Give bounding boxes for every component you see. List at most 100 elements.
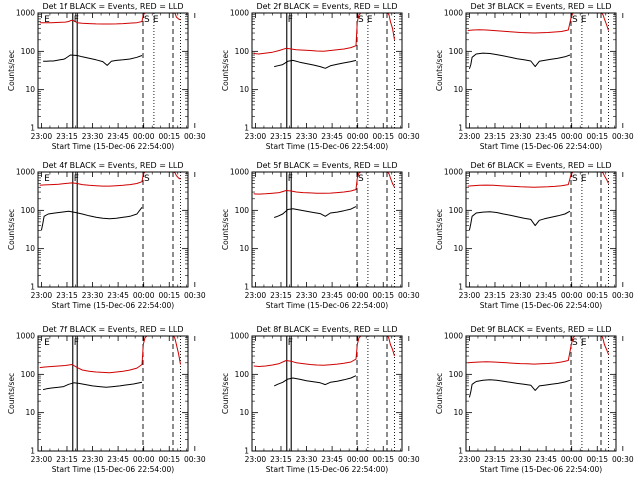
- x-axis-label: Start Time (15-Dec-06 22:54:00): [52, 142, 174, 151]
- y-axis-label: Counts/sec: [221, 373, 230, 414]
- panel-title: Det 8f BLACK = Events, RED = LLD: [256, 325, 397, 334]
- x-tick-label: 00:15: [586, 132, 608, 141]
- event-marker-label: S: [358, 174, 364, 184]
- x-tick-label: 00:15: [372, 291, 394, 300]
- y-tick-label: 1000: [230, 9, 249, 18]
- x-tick-label: 00:00: [133, 455, 155, 464]
- event-marker-label: E: [581, 15, 587, 25]
- x-tick-label: 23:45: [107, 291, 129, 300]
- event-marker-label: E: [581, 174, 587, 184]
- lld-series-line: [467, 172, 609, 188]
- x-tick-label: 00:00: [347, 291, 369, 300]
- detector-panel-7: Det 7f BLACK = Events, RED = LLD Counts/s…: [7, 325, 206, 474]
- panel-title: Det 1f BLACK = Events, RED = LLD: [42, 2, 183, 11]
- events-series-line: [43, 54, 143, 66]
- y-tick-label: 1: [30, 447, 35, 456]
- detector-panel-9: Det 9f BLACK = Events, RED = LLD Counts/s…: [435, 325, 634, 474]
- x-tick-label: 23:00: [31, 132, 53, 141]
- x-tick-label: 23:45: [321, 291, 343, 300]
- x-tick-label: 23:45: [321, 455, 343, 464]
- detector-panel-4: Det 4f BLACK = Events, RED = LLD Counts/s…: [7, 161, 206, 310]
- panel-title: Det 2f BLACK = Events, RED = LLD: [256, 2, 397, 11]
- x-tick-label: 23:00: [245, 132, 267, 141]
- x-axis-label: Start Time (15-Dec-06 22:54:00): [52, 301, 174, 310]
- y-tick-label: 1000: [444, 9, 463, 18]
- y-tick-label: 1: [30, 124, 35, 133]
- x-tick-label: 00:30: [398, 291, 420, 300]
- x-tick-label: 00:15: [586, 291, 608, 300]
- x-tick-label: 00:30: [612, 455, 634, 464]
- y-tick-label: 100: [21, 47, 36, 56]
- y-tick-label: 10: [25, 244, 35, 253]
- y-tick-label: 10: [25, 408, 35, 417]
- plot-body: [39, 13, 181, 128]
- x-tick-label: 00:30: [398, 132, 420, 141]
- y-tick-label: 1: [458, 124, 463, 133]
- x-tick-label: 23:15: [56, 455, 78, 464]
- event-marker-label: S: [572, 338, 578, 348]
- x-tick-label: 00:00: [133, 132, 155, 141]
- x-tick-label: 23:00: [459, 455, 481, 464]
- x-axis-label: Start Time (15-Dec-06 22:54:00): [266, 142, 388, 151]
- event-marker-label: F: [74, 338, 79, 348]
- x-tick-label: 23:30: [82, 455, 104, 464]
- x-tick-label: 23:30: [296, 455, 318, 464]
- x-axis-label: Start Time (15-Dec-06 22:54:00): [266, 465, 388, 474]
- plot-frame: [37, 171, 189, 288]
- x-tick-label: 00:00: [561, 291, 583, 300]
- x-tick-label: 23:00: [31, 291, 53, 300]
- event-marker-label: F: [288, 174, 293, 184]
- panel-title: Det 4f BLACK = Events, RED = LLD: [42, 161, 183, 170]
- y-axis-label: Counts/sec: [7, 209, 16, 250]
- plot-body: [253, 336, 395, 451]
- y-tick-label: 100: [235, 370, 250, 379]
- event-marker-label: E: [153, 15, 159, 25]
- y-tick-label: 1: [244, 283, 249, 292]
- y-tick-label: 1: [244, 124, 249, 133]
- plot-body: [253, 13, 395, 128]
- x-tick-label: 23:30: [296, 291, 318, 300]
- y-tick-label: 100: [21, 370, 36, 379]
- y-axis-label: Counts/sec: [435, 50, 444, 91]
- y-tick-label: 1: [30, 283, 35, 292]
- x-tick-label: 00:15: [586, 455, 608, 464]
- x-tick-label: 00:30: [612, 132, 634, 141]
- y-tick-label: 100: [449, 370, 464, 379]
- x-tick-label: 23:15: [270, 291, 292, 300]
- x-tick-label: 23:00: [459, 132, 481, 141]
- x-tick-label: 00:00: [347, 132, 369, 141]
- x-axis-label: Start Time (15-Dec-06 22:54:00): [52, 465, 174, 474]
- x-axis-label: Start Time (15-Dec-06 22:54:00): [266, 301, 388, 310]
- events-series-line: [40, 206, 143, 231]
- x-tick-label: 00:00: [133, 291, 155, 300]
- panel-title: Det 3f BLACK = Events, RED = LLD: [470, 2, 611, 11]
- x-axis-label: Start Time (15-Dec-06 22:54:00): [480, 465, 602, 474]
- events-series-line: [468, 52, 571, 69]
- y-axis-label: Counts/sec: [7, 50, 16, 91]
- event-marker-label: F: [288, 338, 293, 348]
- x-tick-label: 23:45: [535, 132, 557, 141]
- y-axis-label: Counts/sec: [221, 209, 230, 250]
- lld-series-line: [467, 13, 609, 34]
- event-marker-label: F: [74, 15, 79, 25]
- events-series-line: [42, 381, 143, 391]
- y-tick-label: 1000: [444, 332, 463, 341]
- x-tick-label: 00:30: [612, 291, 634, 300]
- panel-title: Det 5f BLACK = Events, RED = LLD: [256, 161, 397, 170]
- x-tick-label: 23:45: [535, 455, 557, 464]
- plot-body: [253, 172, 395, 287]
- x-tick-label: 23:15: [56, 132, 78, 141]
- plot-frame: [465, 335, 617, 452]
- x-tick-label: 00:00: [561, 132, 583, 141]
- y-tick-label: 100: [449, 47, 464, 56]
- x-tick-label: 00:15: [158, 455, 180, 464]
- event-marker-label: E: [44, 174, 50, 184]
- x-tick-label: 23:30: [296, 132, 318, 141]
- x-tick-label: 00:15: [372, 455, 394, 464]
- plot-frame: [251, 171, 403, 288]
- event-marker-label: E: [581, 338, 587, 348]
- x-tick-label: 23:30: [510, 291, 532, 300]
- x-tick-label: 00:30: [184, 455, 206, 464]
- lld-series-line: [253, 336, 395, 367]
- x-tick-label: 00:15: [158, 132, 180, 141]
